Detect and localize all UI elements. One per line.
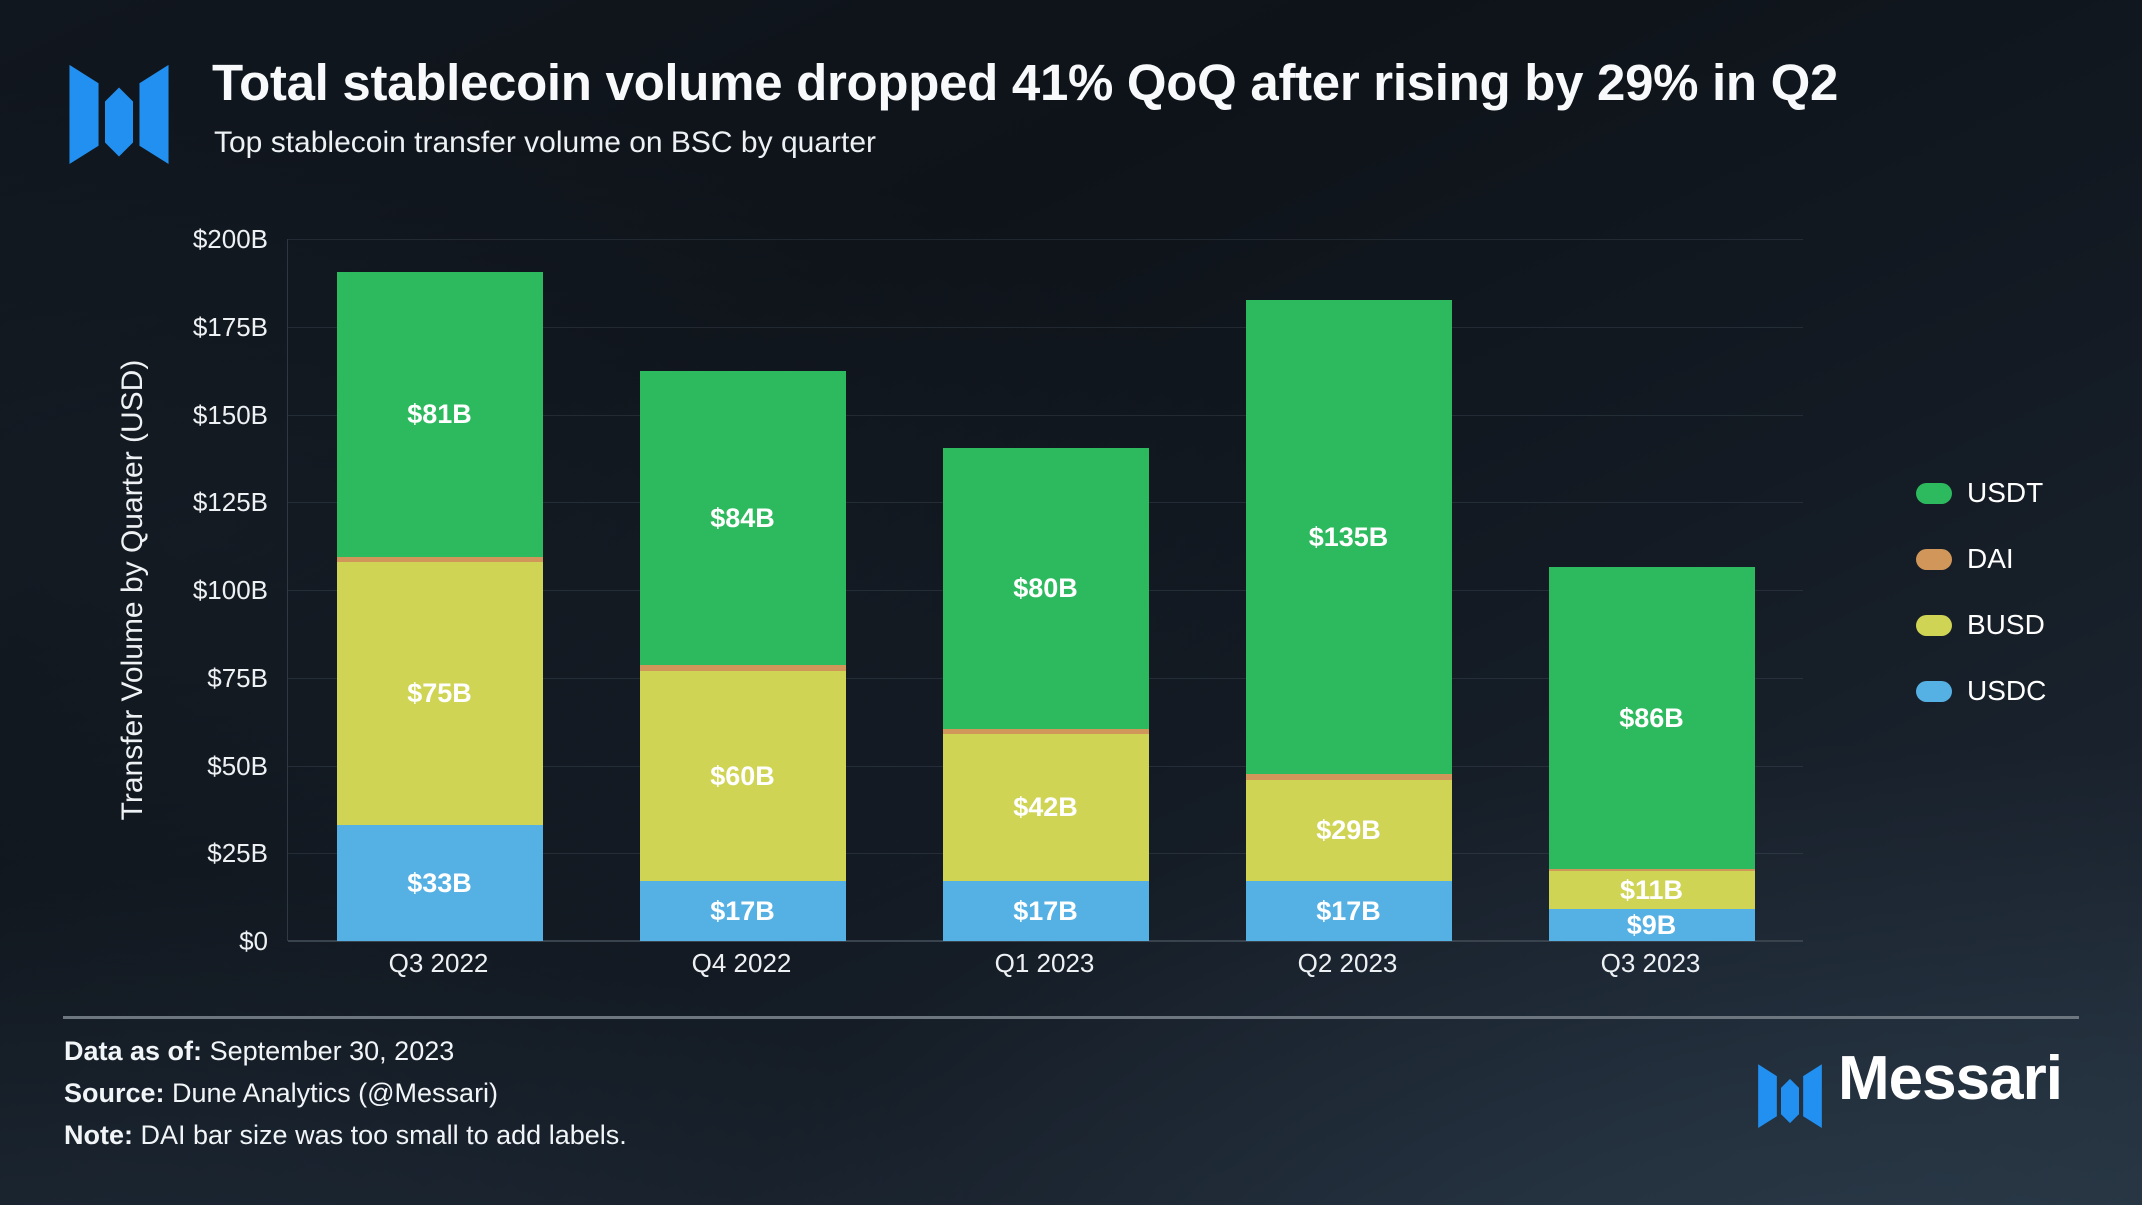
bar-value-label: $17B: [1013, 895, 1078, 926]
legend-label: DAI: [1967, 543, 2014, 574]
y-tick-label: $125B: [192, 487, 268, 518]
y-tick-label: $175B: [192, 311, 268, 342]
x-tick-label: Q4 2022: [691, 948, 792, 978]
bar-stack-q2-2023: $135B $29B $17B: [1245, 300, 1452, 941]
legend-item-usdt: USDT: [1916, 478, 2046, 508]
bar-value-label: $33B: [407, 867, 472, 898]
bar-segment-dai: [1245, 774, 1452, 780]
y-tick-label: $200B: [192, 224, 268, 254]
bar-value-label: $80B: [1013, 572, 1078, 603]
x-tick-label: Q2 2023: [1297, 948, 1398, 978]
footer-divider: [63, 1016, 2079, 1019]
bar-value-label: $75B: [407, 678, 472, 709]
bar-segment-dai: [1548, 869, 1755, 871]
legend-item-usdc: USDC: [1916, 676, 2046, 706]
footer-source: Source: Dune Analytics (@Messari): [64, 1075, 498, 1111]
footer-note-label: Note:: [64, 1120, 133, 1150]
messari-logo-icon: [63, 52, 175, 164]
messari-footer-logo-icon: [1752, 1056, 1828, 1128]
gridline: [288, 414, 1803, 416]
bar-value-label: $60B: [710, 760, 775, 791]
bar-segment-dai: [639, 665, 846, 671]
footer-note-value: DAI bar size was too small to add labels…: [140, 1120, 627, 1150]
footer-source-value: Dune Analytics (@Messari): [172, 1078, 499, 1108]
bar-segment-dai: [942, 728, 1149, 734]
x-axis-line: [288, 940, 1803, 942]
bar-segment-busd: $75B: [336, 561, 543, 826]
bar-stack-q1-2023: $80B $42B $17B: [942, 447, 1149, 941]
bar-value-label: $81B: [407, 398, 472, 429]
footer-data-as-of: Data as of: September 30, 2023: [64, 1033, 454, 1069]
footer-note: Note: DAI bar size was too small to add …: [64, 1117, 627, 1153]
y-tick-label: $75B: [207, 662, 268, 693]
bar-segment-usdc: $17B: [942, 881, 1149, 941]
bar-stack-q3-2023: $86B $11B $9B: [1548, 567, 1755, 941]
bar-segment-busd: $42B: [942, 733, 1149, 882]
bar-segment-dai: [336, 556, 543, 562]
bar-segment-usdt: $84B: [639, 370, 846, 666]
bar-segment-busd: $11B: [1548, 870, 1755, 910]
bar-segment-busd: $60B: [639, 670, 846, 882]
legend-item-dai: DAI: [1916, 544, 2046, 574]
bar-segment-usdt: $86B: [1548, 567, 1755, 870]
bar-value-label: $84B: [710, 502, 775, 533]
legend-swatch-usdt-icon: [1916, 482, 1952, 504]
bar-value-label: $42B: [1013, 792, 1078, 823]
footer-source-label: Source:: [64, 1078, 165, 1108]
chart-legend: USDT DAI BUSD USDC: [1916, 478, 2046, 742]
bar-segment-usdt: $135B: [1245, 300, 1452, 775]
footer-data-as-of-value: September 30, 2023: [209, 1036, 455, 1066]
y-tick-label: $25B: [207, 838, 268, 869]
gridline: [288, 239, 1803, 240]
bar-stack-q3-2022: $81B $75B $33B: [336, 272, 543, 941]
y-tick-label: $0: [239, 926, 268, 956]
legend-swatch-busd-icon: [1916, 614, 1952, 636]
bar-stack-q4-2022: $84B $60B $17B: [639, 370, 846, 941]
y-tick-label: $150B: [192, 399, 268, 430]
bar-segment-busd: $29B: [1245, 779, 1452, 882]
y-tick-label: $50B: [207, 750, 268, 781]
legend-label: USDC: [1967, 675, 2047, 706]
y-tick-label: $100B: [192, 575, 268, 605]
footer-data-as-of-label: Data as of:: [64, 1036, 203, 1066]
bar-segment-usdt: $81B: [336, 272, 543, 557]
bar-value-label: $9B: [1626, 909, 1677, 940]
bar-value-label: $17B: [1316, 895, 1381, 926]
page-title: Total stablecoin volume dropped 41% QoQ …: [212, 54, 1839, 111]
bar-segment-usdc: $9B: [1548, 909, 1755, 941]
bar-value-label: $135B: [1308, 521, 1389, 552]
bar-value-label: $86B: [1619, 702, 1684, 733]
legend-swatch-usdc-icon: [1916, 680, 1952, 702]
brand-wordmark: Messari: [1838, 1044, 2063, 1113]
x-tick-label: Q3 2022: [388, 948, 489, 978]
bar-segment-usdc: $17B: [639, 881, 846, 941]
legend-item-busd: BUSD: [1916, 610, 2046, 640]
legend-swatch-dai-icon: [1916, 548, 1952, 570]
bar-segment-usdc: $33B: [336, 825, 543, 941]
x-tick-label: Q1 2023: [994, 948, 1095, 978]
bar-segment-usdt: $80B: [942, 447, 1149, 729]
bar-value-label: $29B: [1316, 814, 1381, 845]
bar-value-label: $11B: [1619, 874, 1684, 905]
legend-label: BUSD: [1967, 609, 2045, 640]
bar-segment-usdc: $17B: [1245, 881, 1452, 941]
x-tick-label: Q3 2023: [1600, 948, 1701, 978]
page-subtitle: Top stablecoin transfer volume on BSC by…: [214, 126, 877, 159]
plot-area: $81B $75B $33B $84B $60B $17B $80B $42B $17B $135…: [287, 239, 1803, 942]
bar-value-label: $17B: [710, 895, 775, 926]
legend-label: USDT: [1967, 477, 2044, 508]
gridline: [288, 326, 1803, 328]
